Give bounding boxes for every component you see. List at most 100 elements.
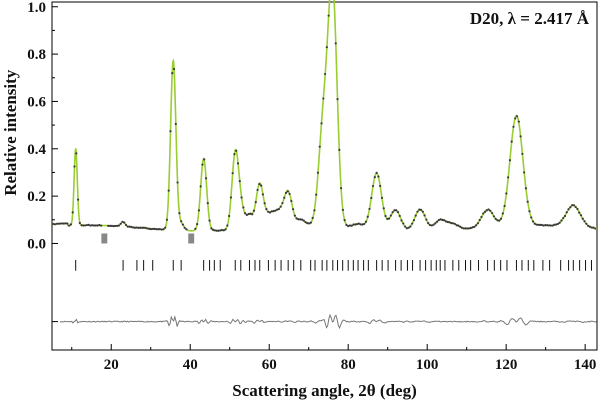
observed-point bbox=[475, 224, 478, 227]
observed-point bbox=[567, 208, 570, 211]
observed-point bbox=[515, 115, 519, 118]
observed-point bbox=[446, 220, 449, 224]
observed-point bbox=[405, 227, 408, 230]
observed-point bbox=[393, 209, 396, 212]
observed-point bbox=[551, 224, 554, 227]
observed-point bbox=[176, 181, 179, 184]
observed-point bbox=[380, 196, 384, 199]
observed-point bbox=[252, 209, 256, 212]
observed-point bbox=[491, 211, 494, 215]
observed-point bbox=[437, 219, 440, 222]
observed-point bbox=[155, 228, 158, 231]
observed-point bbox=[391, 211, 394, 214]
observed-point bbox=[263, 202, 266, 205]
observed-point bbox=[492, 215, 496, 218]
observed-point bbox=[322, 97, 325, 100]
observed-point bbox=[276, 208, 279, 211]
observed-point bbox=[395, 209, 398, 212]
observed-point bbox=[466, 227, 469, 230]
observed-point bbox=[537, 223, 540, 226]
observed-point bbox=[579, 214, 583, 217]
observed-point bbox=[359, 223, 362, 226]
observed-point bbox=[96, 224, 99, 227]
observed-point bbox=[514, 117, 517, 120]
observed-point bbox=[366, 215, 369, 218]
observed-point bbox=[281, 201, 284, 205]
observed-point bbox=[432, 223, 435, 226]
observed-point bbox=[341, 208, 344, 211]
observed-point bbox=[578, 211, 581, 214]
observed-point bbox=[407, 226, 410, 229]
observed-point bbox=[571, 204, 574, 207]
observed-point bbox=[260, 184, 263, 187]
observed-point bbox=[419, 208, 423, 211]
observed-point bbox=[505, 192, 508, 195]
observed-point bbox=[533, 222, 536, 225]
observed-point bbox=[523, 171, 526, 174]
observed-point bbox=[364, 220, 368, 223]
observed-point bbox=[339, 187, 343, 190]
observed-point bbox=[240, 196, 243, 199]
plot-frame bbox=[51, 1, 598, 351]
plot-area: 20 40 60 80 100 120 140 0.0 0.2 0.4 0.6 0.8 1.0 bbox=[27, 0, 598, 373]
observed-point bbox=[92, 224, 96, 227]
observed-point bbox=[318, 145, 321, 148]
observed-point bbox=[455, 224, 458, 227]
observed-point bbox=[469, 226, 472, 230]
observed-point bbox=[348, 224, 352, 227]
observed-point bbox=[423, 214, 426, 217]
observed-point bbox=[507, 176, 510, 179]
y-tick-label: 0.4 bbox=[27, 142, 46, 158]
observed-point bbox=[235, 149, 238, 152]
observed-point bbox=[89, 224, 92, 227]
observed-point bbox=[62, 222, 65, 225]
observed-point bbox=[315, 193, 318, 196]
observed-point bbox=[258, 183, 261, 186]
observed-point bbox=[448, 221, 451, 224]
observed-point bbox=[354, 223, 357, 226]
observed-point bbox=[116, 224, 119, 227]
observed-point bbox=[146, 227, 149, 230]
observed-point bbox=[302, 219, 305, 222]
observed-point bbox=[576, 207, 579, 211]
observed-point bbox=[197, 209, 201, 212]
observed-point bbox=[288, 192, 291, 196]
observed-point bbox=[478, 218, 481, 222]
y-tick-label: 0.8 bbox=[27, 47, 46, 63]
observed-point bbox=[547, 224, 551, 227]
observed-point bbox=[590, 226, 593, 229]
observed-point bbox=[553, 223, 556, 226]
observed-point bbox=[293, 214, 296, 217]
observed-point bbox=[274, 209, 277, 212]
observed-point bbox=[517, 120, 520, 123]
observed-point bbox=[153, 227, 156, 230]
observed-point bbox=[178, 212, 181, 215]
observed-point bbox=[489, 209, 492, 212]
observed-point bbox=[418, 208, 421, 211]
x-axis-title: Scattering angle, 2θ (deg) bbox=[232, 381, 417, 400]
observed-point bbox=[162, 228, 165, 231]
excluded-region bbox=[188, 233, 195, 244]
observed-point bbox=[119, 222, 122, 225]
observed-point bbox=[219, 229, 222, 232]
observed-point bbox=[201, 163, 204, 166]
observed-point bbox=[316, 171, 320, 174]
observed-point bbox=[194, 227, 197, 230]
observed-point bbox=[151, 227, 154, 231]
x-tick-label: 80 bbox=[341, 357, 356, 373]
observed-point bbox=[338, 148, 341, 152]
series-difference-line bbox=[59, 313, 597, 330]
observed-point bbox=[588, 225, 591, 228]
y-tick-label: 1.0 bbox=[27, 0, 46, 16]
x-tick-label: 40 bbox=[183, 357, 198, 373]
observed-point bbox=[251, 213, 254, 216]
observed-point bbox=[412, 219, 416, 222]
observed-point bbox=[158, 227, 161, 231]
observed-point bbox=[311, 216, 314, 220]
observed-point bbox=[307, 222, 311, 225]
observed-point bbox=[467, 227, 471, 230]
observed-point bbox=[428, 223, 432, 227]
observed-point bbox=[544, 224, 547, 227]
observed-point bbox=[459, 225, 462, 228]
observed-point bbox=[473, 225, 476, 228]
